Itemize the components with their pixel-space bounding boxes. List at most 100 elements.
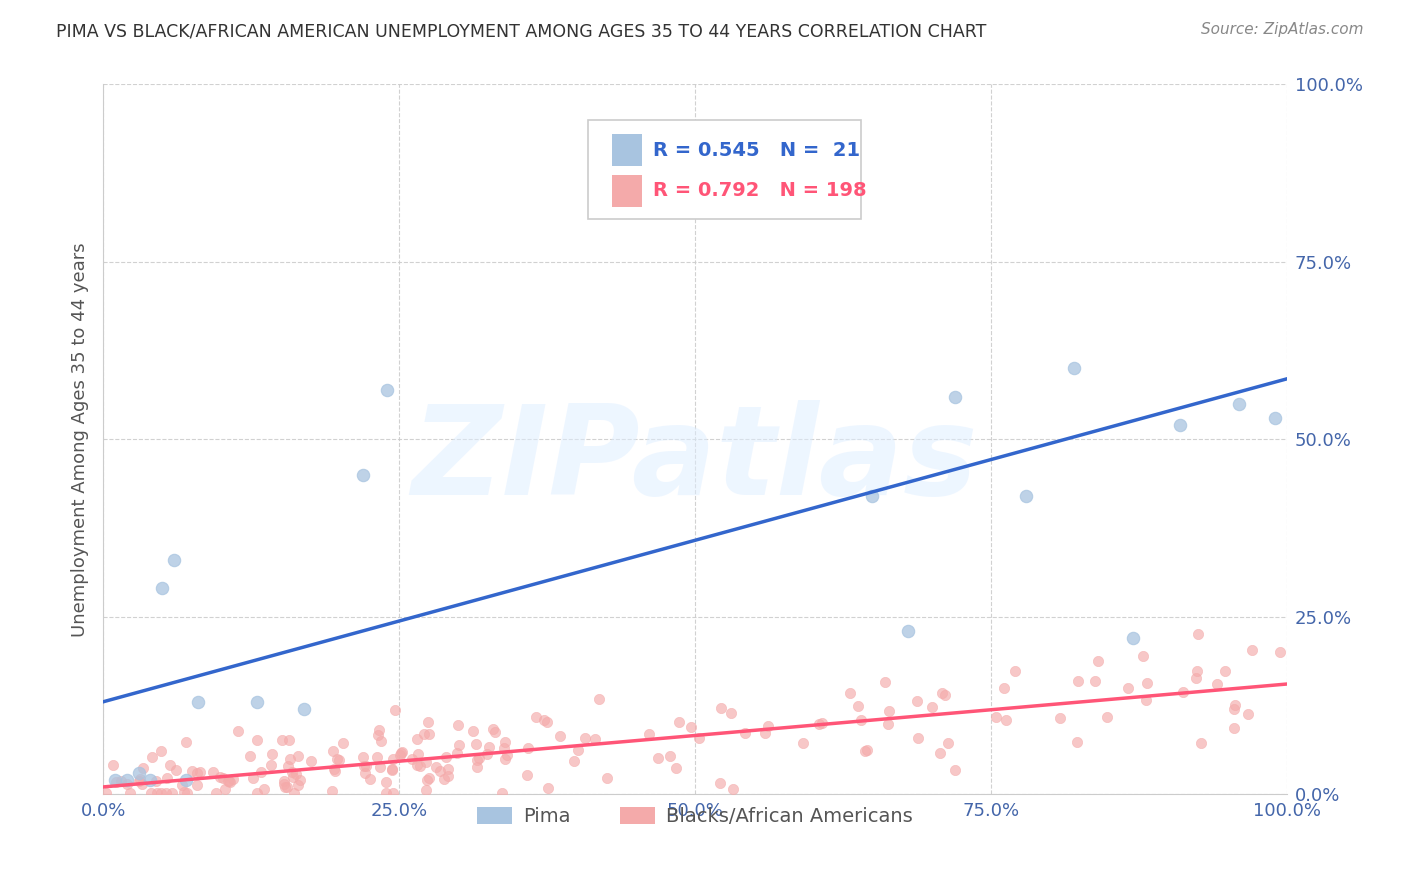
Y-axis label: Unemployment Among Ages 35 to 44 years: Unemployment Among Ages 35 to 44 years — [72, 242, 89, 637]
Blacks/African Americans — [141, 749, 163, 764]
Bar — [612, 135, 641, 167]
Blacks/African Americans — [389, 746, 412, 760]
Blacks/African Americans — [271, 733, 294, 747]
Blacks/African Americans — [583, 732, 606, 747]
Blacks/African Americans — [668, 714, 690, 729]
Blacks/African Americans — [389, 748, 412, 763]
Blacks/African Americans — [681, 720, 703, 734]
Blacks/African Americans — [274, 780, 297, 794]
Blacks/African Americans — [391, 746, 413, 760]
Text: Source: ZipAtlas.com: Source: ZipAtlas.com — [1201, 22, 1364, 37]
Blacks/African Americans — [434, 749, 457, 764]
Blacks/African Americans — [323, 764, 346, 778]
Blacks/African Americans — [384, 703, 406, 717]
Blacks/African Americans — [155, 786, 177, 800]
Blacks/African Americans — [277, 759, 299, 773]
Blacks/African Americans — [128, 774, 150, 789]
Blacks/African Americans — [943, 764, 966, 778]
Blacks/African Americans — [401, 751, 423, 765]
Blacks/African Americans — [517, 741, 540, 756]
Blacks/African Americans — [173, 785, 195, 799]
Blacks/African Americans — [1241, 642, 1264, 657]
Blacks/African Americans — [437, 762, 460, 776]
Pima — [246, 695, 269, 709]
Blacks/African Americans — [710, 701, 733, 715]
Blacks/African Americans — [188, 765, 211, 780]
Pima — [128, 765, 150, 780]
Blacks/African Americans — [1049, 711, 1071, 725]
Blacks/African Americans — [165, 764, 187, 778]
Blacks/African Americans — [425, 760, 447, 774]
Blacks/African Americans — [260, 758, 283, 772]
Blacks/African Americans — [202, 765, 225, 780]
Blacks/African Americans — [494, 735, 516, 749]
Blacks/African Americans — [226, 723, 249, 738]
Blacks/African Americans — [118, 786, 141, 800]
Blacks/African Americans — [1206, 677, 1229, 691]
Blacks/African Americans — [412, 727, 434, 741]
Blacks/African Americans — [756, 719, 779, 733]
Blacks/African Americans — [595, 771, 617, 785]
Blacks/African Americans — [856, 743, 879, 757]
Blacks/African Americans — [931, 686, 953, 700]
Blacks/African Americans — [418, 771, 440, 785]
Blacks/African Americans — [934, 688, 956, 702]
Blacks/African Americans — [461, 724, 484, 739]
Blacks/African Americans — [853, 744, 876, 758]
Blacks/African Americans — [588, 691, 610, 706]
Blacks/African Americans — [1222, 702, 1244, 716]
Blacks/African Americans — [276, 780, 298, 794]
Blacks/African Americans — [921, 700, 943, 714]
Blacks/African Americans — [322, 762, 344, 776]
Blacks/African Americans — [381, 751, 404, 765]
Blacks/African Americans — [907, 731, 929, 745]
Blacks/African Americans — [562, 754, 585, 768]
Blacks/African Americans — [446, 747, 468, 761]
Pima — [353, 467, 375, 482]
Blacks/African Americans — [354, 759, 377, 773]
Pima — [943, 390, 966, 404]
Blacks/African Americans — [526, 710, 548, 724]
Blacks/African Americans — [516, 768, 538, 782]
Blacks/African Americans — [1087, 654, 1109, 668]
Blacks/African Americans — [1136, 676, 1159, 690]
Blacks/African Americans — [792, 736, 814, 750]
Blacks/African Americans — [810, 715, 832, 730]
Blacks/African Americans — [1223, 722, 1246, 736]
Blacks/African Americans — [481, 722, 503, 736]
Blacks/African Americans — [368, 760, 391, 774]
Blacks/African Americans — [287, 749, 309, 764]
Blacks/African Americans — [406, 758, 429, 772]
Blacks/African Americans — [846, 698, 869, 713]
Blacks/African Americans — [418, 727, 440, 741]
Blacks/African Americans — [367, 723, 389, 738]
FancyBboxPatch shape — [588, 120, 860, 219]
Blacks/African Americans — [475, 747, 498, 762]
Blacks/African Americans — [484, 724, 506, 739]
Blacks/African Americans — [129, 772, 152, 786]
Blacks/African Americans — [366, 750, 388, 764]
Blacks/African Americans — [993, 681, 1015, 695]
Blacks/African Americans — [688, 731, 710, 746]
Blacks/African Americans — [375, 774, 398, 789]
Blacks/African Americans — [370, 734, 392, 748]
Blacks/African Americans — [1223, 698, 1246, 713]
Blacks/African Americans — [406, 731, 429, 746]
Blacks/African Americans — [873, 675, 896, 690]
Blacks/African Americans — [285, 767, 308, 781]
Blacks/African Americans — [214, 782, 236, 797]
Pima — [187, 695, 209, 709]
Blacks/African Americans — [879, 704, 901, 718]
Blacks/African Americans — [1189, 736, 1212, 750]
Blacks/African Americans — [352, 749, 374, 764]
Blacks/African Americans — [174, 735, 197, 749]
Pima — [375, 383, 398, 397]
Blacks/African Americans — [664, 761, 686, 775]
Blacks/African Americans — [1004, 664, 1026, 678]
Blacks/African Americans — [218, 775, 240, 789]
Blacks/African Americans — [245, 733, 267, 747]
Blacks/African Americans — [101, 758, 124, 772]
Blacks/African Americans — [262, 747, 284, 762]
Blacks/African Americans — [326, 752, 349, 766]
Text: R = 0.792   N = 198: R = 0.792 N = 198 — [654, 181, 868, 201]
